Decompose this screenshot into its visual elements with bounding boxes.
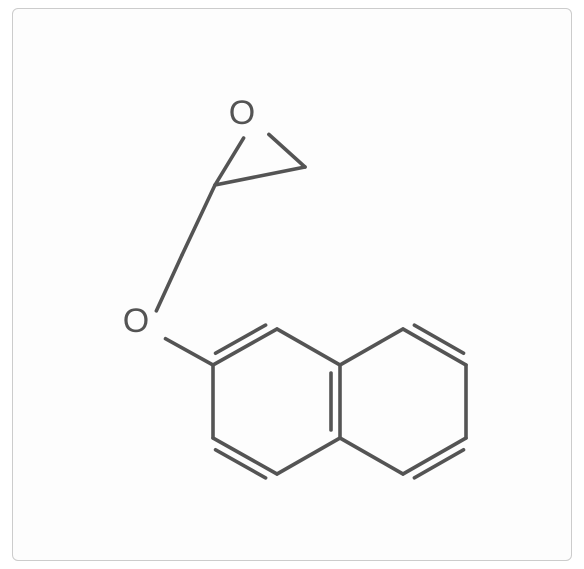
figure-container: OO xyxy=(0,0,584,569)
figure-panel: OO xyxy=(12,8,572,561)
atom-label-o: O xyxy=(229,96,255,130)
atom-label-o: O xyxy=(123,304,149,338)
molecule-svg xyxy=(13,9,584,569)
